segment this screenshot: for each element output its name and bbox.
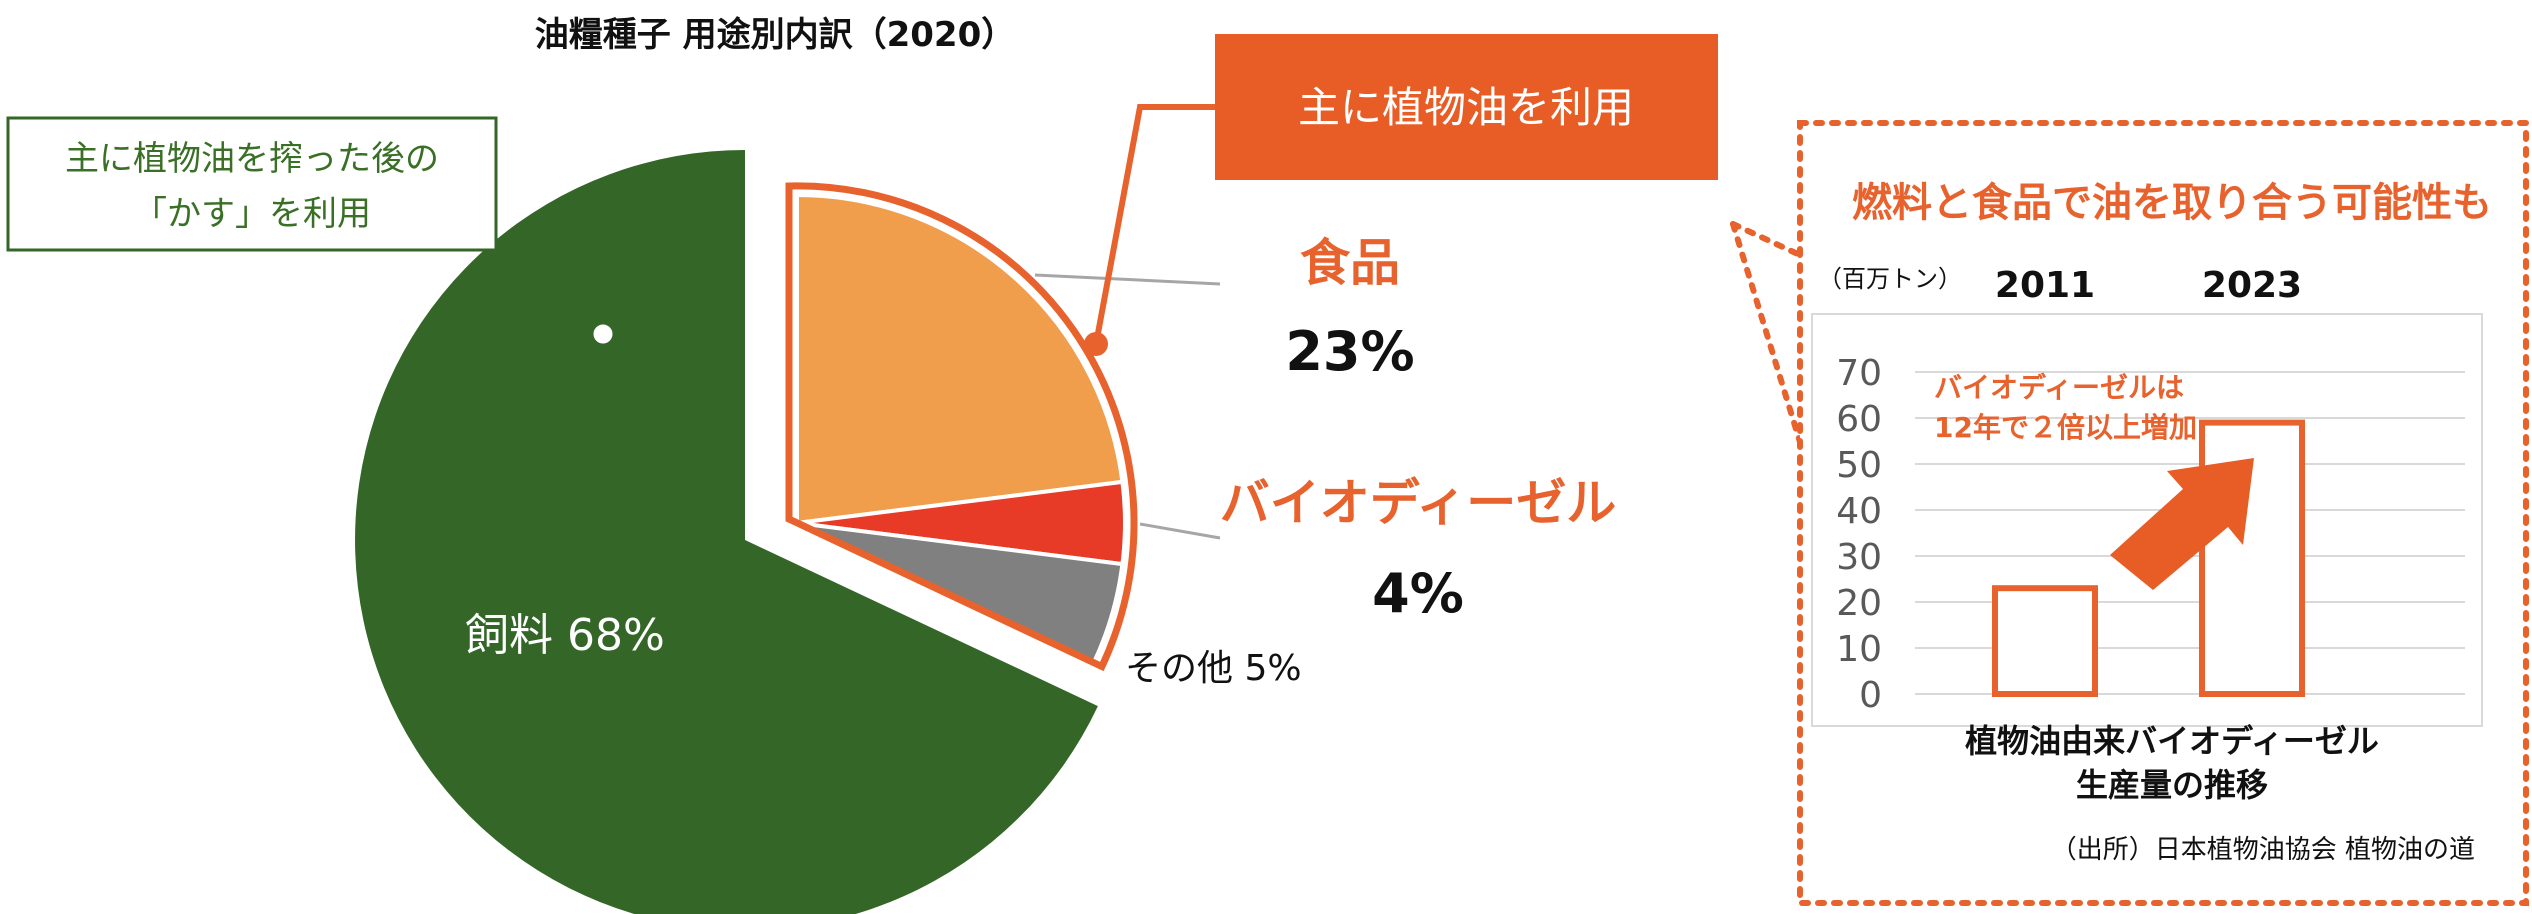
oil-callout-text: 主に植物油を利用 [1298, 83, 1634, 132]
feed-callout-dot [588, 319, 618, 349]
bar-y-tick-label: 10 [1836, 629, 1882, 670]
inset-source: （出所）日本植物油協会 植物油の道 [2051, 835, 2475, 865]
biodiesel-pct-label: 4% [1372, 562, 1464, 625]
bar-plot-frame [1811, 313, 2483, 727]
oil-segment-outline [785, 182, 1138, 672]
food-name-label: 食品 [1300, 234, 1400, 292]
bar-2011 [1992, 585, 2098, 698]
feed-callout-box [6, 116, 498, 252]
inset-connector-lower [1730, 221, 1803, 445]
bar-category-label: 2023 [2202, 265, 2302, 306]
inset-unit: （百万トン） [1818, 265, 1962, 293]
bar-y-tick-label: 30 [1836, 537, 1882, 578]
oil-callout-dot [1084, 332, 1108, 356]
inset-annotation-line2: 12年で２倍以上増加 [1934, 411, 2197, 444]
pie-title: 油糧種子 用途別内訳（2020） [535, 15, 1015, 55]
feed-label: 飼料 68% [465, 610, 665, 661]
bar-y-tick-label: 50 [1836, 445, 1882, 486]
pie-chart [355, 150, 1127, 914]
oil-callout-box [1215, 34, 1718, 180]
growth-arrow [2110, 458, 2254, 590]
other-label: その他 5% [1125, 648, 1302, 689]
pie-slice-food [795, 192, 1125, 526]
inset-annotation-line1: バイオディーゼルは [1934, 371, 2184, 404]
oil-callout-leader [1093, 104, 1215, 345]
feed-callout-leader [567, 249, 603, 335]
food-pct-label: 23% [1285, 320, 1414, 383]
bar-chart: 0 10 20 30 40 50 60 70 2011 2023 [1836, 265, 2465, 716]
feed-callout-line2: 「かす」を利用 [133, 194, 371, 234]
bar-category-label: 2011 [1995, 265, 2095, 306]
feed-callout-line1: 主に植物油を搾った後の [65, 139, 439, 179]
bar-y-tick-label: 60 [1836, 399, 1882, 440]
pie-slice-feed [355, 150, 1098, 914]
inset-caption-line1: 植物油由来バイオディーゼル [1965, 722, 2379, 760]
bar-y-tick-label: 0 [1859, 675, 1882, 716]
inset-connector [1730, 221, 1803, 258]
biodiesel-leader-line [1139, 522, 1221, 540]
inset-caption-line2: 生産量の推移 [2076, 766, 2268, 804]
inset-headline: 燃料と食品で油を取り合う可能性も [1852, 180, 2492, 226]
bar-y-tick-label: 20 [1836, 583, 1882, 624]
bar-y-tick-label: 40 [1836, 491, 1882, 532]
bar-y-tick-label: 70 [1836, 353, 1882, 394]
biodiesel-name-label: バイオディーゼル [1220, 474, 1617, 532]
food-leader-line [1034, 273, 1221, 286]
